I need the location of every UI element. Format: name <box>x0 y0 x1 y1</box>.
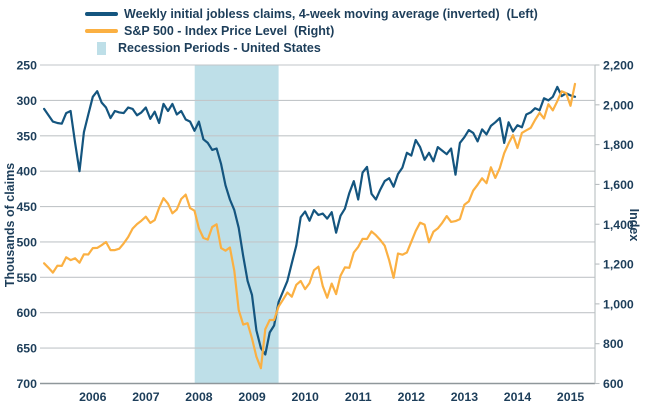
claims-series-line <box>42 85 577 356</box>
legend-label-claims: Weekly initial jobless claims, 4-week mo… <box>124 7 538 21</box>
right-axis-tick-label: 1,600 <box>603 178 634 192</box>
sp500-line-swatch-icon <box>85 29 118 33</box>
x-axis-tick-label: 2008 <box>185 390 213 404</box>
left-axis-tick-label: 700 <box>16 377 37 391</box>
recession-band-swatch-icon <box>97 41 106 55</box>
right-axis-tick-label: 1,400 <box>603 218 634 232</box>
sp500-series-line <box>42 82 577 370</box>
left-axis-tick-label: 250 <box>16 59 37 73</box>
left-axis-title: Thousands of claims <box>3 162 17 288</box>
right-axis-title: Index <box>627 208 641 242</box>
x-axis-tick-label: 2014 <box>504 390 532 404</box>
x-axis-tick-label: 2009 <box>238 390 266 404</box>
legend-item-recession: Recession Periods - United States <box>85 41 538 55</box>
x-axis-tick-label: 2010 <box>291 390 319 404</box>
left-axis-tick-label: 550 <box>16 271 37 285</box>
left-axis-tick-label: 350 <box>16 129 37 143</box>
right-axis-tick-label: 1,200 <box>603 258 634 272</box>
left-axis-tick-label: 600 <box>16 306 37 320</box>
right-axis-tick-label: 1,000 <box>603 297 634 311</box>
left-axis-tick-label: 650 <box>16 342 37 356</box>
chart-legend: Weekly initial jobless claims, 4-week mo… <box>85 7 538 55</box>
left-axis-tick-label: 450 <box>16 200 37 214</box>
x-axis-tick-label: 2007 <box>132 390 160 404</box>
legend-label-recession: Recession Periods - United States <box>118 41 321 55</box>
right-axis-tick-label: 2,200 <box>603 59 634 73</box>
x-axis-tick-label: 2006 <box>79 390 107 404</box>
right-axis-tick-label: 1,800 <box>603 138 634 152</box>
recession-band <box>194 65 279 384</box>
left-axis-tick-label: 400 <box>16 165 37 179</box>
x-axis-tick-label: 2015 <box>557 390 585 404</box>
x-axis-tick-label: 2012 <box>398 390 426 404</box>
x-axis-tick-label: 2011 <box>345 390 372 404</box>
left-axis-tick-label: 500 <box>16 235 37 249</box>
right-axis-tick-label: 800 <box>603 337 624 351</box>
claims-line-swatch-icon <box>85 12 118 16</box>
legend-label-sp500: S&P 500 - Index Price Level (Right) <box>124 24 335 38</box>
legend-item-sp500: S&P 500 - Index Price Level (Right) <box>85 24 538 38</box>
x-axis-tick-label: 2013 <box>451 390 479 404</box>
legend-item-claims: Weekly initial jobless claims, 4-week mo… <box>85 7 538 21</box>
right-axis-tick-label: 2,000 <box>603 98 634 112</box>
right-axis-tick-label: 600 <box>603 377 624 391</box>
left-axis-tick-label: 300 <box>16 94 37 108</box>
